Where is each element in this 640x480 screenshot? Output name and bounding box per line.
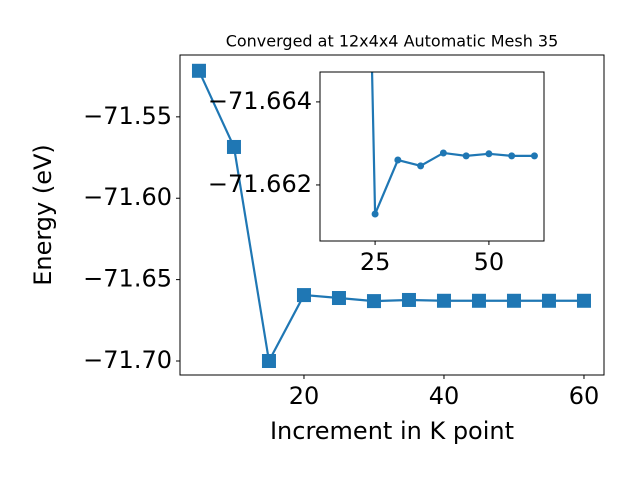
axes-frame <box>319 71 545 242</box>
marker <box>541 293 556 308</box>
marker <box>439 149 447 157</box>
chart-title: Converged at 12x4x4 Automatic Mesh 35 <box>226 32 559 51</box>
marker <box>508 152 516 160</box>
marker <box>576 293 591 308</box>
y-tick-label: −71.70 <box>83 346 172 374</box>
x-tick-label: 20 <box>289 382 320 410</box>
y-axis-label: Energy (eV) <box>29 144 57 286</box>
marker <box>331 291 346 306</box>
marker <box>394 156 402 164</box>
marker <box>226 139 241 154</box>
y-tick-label: −71.664 <box>208 87 312 115</box>
marker <box>401 292 416 307</box>
x-tick-label: 25 <box>360 248 391 276</box>
marker <box>366 294 381 309</box>
marker <box>530 152 538 160</box>
y-tick-label: −71.662 <box>208 170 312 198</box>
marker <box>436 293 451 308</box>
plot-area <box>191 63 591 369</box>
marker <box>191 63 206 78</box>
y-tick-label: −71.65 <box>83 265 172 293</box>
marker <box>506 293 521 308</box>
marker <box>471 293 486 308</box>
plot-area <box>370 72 538 218</box>
marker <box>485 150 493 158</box>
axes-frame <box>179 54 605 376</box>
marker <box>371 210 379 218</box>
y-tick-label: −71.55 <box>83 102 172 130</box>
x-axis-label: Increment in K point <box>270 417 514 445</box>
marker <box>462 152 470 160</box>
x-tick-label: 50 <box>474 248 505 276</box>
marker <box>296 288 311 303</box>
y-tick-label: −71.60 <box>83 183 172 211</box>
x-tick-label: 60 <box>569 382 600 410</box>
marker <box>261 354 276 369</box>
x-tick-label: 40 <box>429 382 460 410</box>
marker <box>417 162 425 170</box>
